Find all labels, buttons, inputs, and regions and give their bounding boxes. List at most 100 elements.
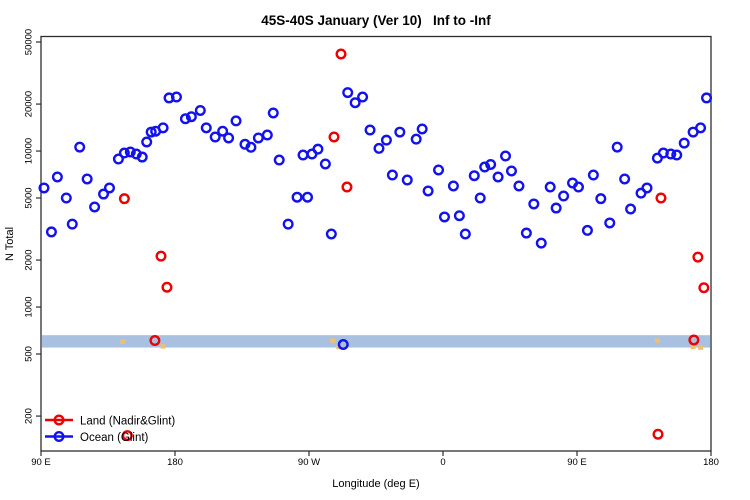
ocean-point: [282, 218, 294, 230]
y-axis-title: N Total: [4, 227, 16, 261]
plot-frame: [40, 35, 712, 452]
ocean-point: [364, 124, 376, 136]
ocean-point: [66, 218, 78, 230]
ocean-point: [520, 227, 532, 239]
ocean-point: [136, 151, 148, 163]
x-tick-label: 180: [703, 457, 719, 468]
legend-label-land: Land (Nadir&Glint): [80, 416, 175, 428]
ocean-point: [81, 173, 93, 185]
ocean-point: [112, 153, 124, 165]
y-tick-label: 200: [24, 408, 35, 424]
ocean-point: [89, 201, 101, 213]
ocean-point: [394, 126, 406, 138]
land-point: [118, 193, 130, 205]
land-point: [652, 428, 664, 440]
ocean-point: [581, 224, 593, 236]
ocean-point: [60, 192, 72, 204]
land-point: [155, 250, 167, 262]
land-point: [698, 282, 710, 294]
ocean-point: [319, 158, 331, 170]
ocean-point: [485, 158, 497, 170]
legend-label-ocean: Ocean (Glint): [80, 432, 149, 444]
ocean-point: [51, 171, 63, 183]
ocean-point: [468, 170, 480, 182]
ocean-point: [170, 91, 182, 103]
ocean-point: [416, 123, 428, 135]
ocean-point: [98, 188, 110, 200]
legend-key-ocean-circle: [53, 431, 65, 443]
ocean-point: [245, 141, 257, 153]
ocean-point: [223, 132, 235, 144]
ocean-point: [194, 104, 206, 116]
ocean-point: [513, 180, 525, 192]
land-point: [328, 131, 340, 143]
ocean-point: [701, 92, 713, 104]
ocean-point: [267, 107, 279, 119]
ocean-point: [695, 122, 707, 134]
band-markers-point: [690, 344, 696, 350]
x-tick-label: 90 E: [31, 457, 51, 468]
ocean-point: [492, 171, 504, 183]
y-tick-label: 5000: [24, 187, 35, 208]
ocean-point: [386, 169, 398, 181]
x-axis-title: Longitude (deg E): [332, 478, 419, 490]
land-point: [149, 335, 161, 347]
band-markers-point: [654, 338, 660, 343]
y-tick-label: 1000: [24, 296, 35, 317]
land-point: [335, 48, 347, 60]
ocean-point: [619, 173, 631, 185]
ocean-point: [373, 142, 385, 154]
ocean-point: [422, 185, 434, 197]
x-tick-label: 180: [167, 457, 183, 468]
x-tick-label: 0: [440, 457, 445, 468]
ocean-point: [349, 97, 361, 109]
axis-ticks-layer: 90 E 180 90 W 0 90 E 180 200 500 1000 2000 5000 100…: [24, 29, 719, 468]
ocean-point: [357, 91, 369, 103]
band-markers-point: [698, 345, 704, 350]
ocean-point: [528, 198, 540, 210]
land-point: [688, 334, 700, 346]
ocean-point: [291, 191, 303, 203]
ocean-point: [474, 192, 486, 204]
y-tick-label: 20000: [24, 91, 35, 117]
ocean-point: [312, 143, 324, 155]
ocean-point: [302, 191, 314, 203]
ocean-point: [185, 111, 197, 123]
ocean-point: [230, 115, 242, 127]
ocean-point: [157, 122, 169, 134]
ocean-point: [587, 169, 599, 181]
ocean-point: [459, 228, 471, 240]
ocean-point: [209, 131, 221, 143]
ocean-point: [145, 126, 157, 138]
ocean-point: [671, 149, 683, 161]
y-tick-label: 500: [24, 346, 35, 362]
ocean-point: [641, 182, 653, 194]
ocean-point: [433, 164, 445, 176]
y-tick-label: 50000: [24, 29, 35, 55]
ocean-point: [479, 161, 491, 173]
x-tick-label: 90 W: [298, 457, 320, 468]
ocean-point: [118, 147, 130, 159]
ocean-point: [337, 339, 349, 351]
ocean-point: [611, 141, 623, 153]
ocean-point: [595, 193, 607, 205]
reference-band: [41, 335, 711, 348]
x-tick-label: 90 E: [567, 457, 587, 468]
ocean-point: [453, 210, 465, 222]
ocean-point: [380, 134, 392, 146]
ocean-point: [447, 180, 459, 192]
ocean-point: [438, 211, 450, 223]
band-markers-point: [120, 339, 126, 344]
ocean-point: [103, 182, 115, 194]
ocean-point: [124, 146, 136, 158]
ocean-point: [665, 148, 677, 160]
land-point: [692, 251, 704, 263]
chart-title: 45S-40S January (Ver 10) Inf to -Inf: [261, 13, 491, 28]
ocean-point: [179, 113, 191, 125]
ocean-point: [544, 181, 556, 193]
ocean-point: [678, 137, 690, 149]
ocean-point: [200, 122, 212, 134]
ocean-point: [38, 182, 50, 194]
ocean-point: [325, 228, 337, 240]
